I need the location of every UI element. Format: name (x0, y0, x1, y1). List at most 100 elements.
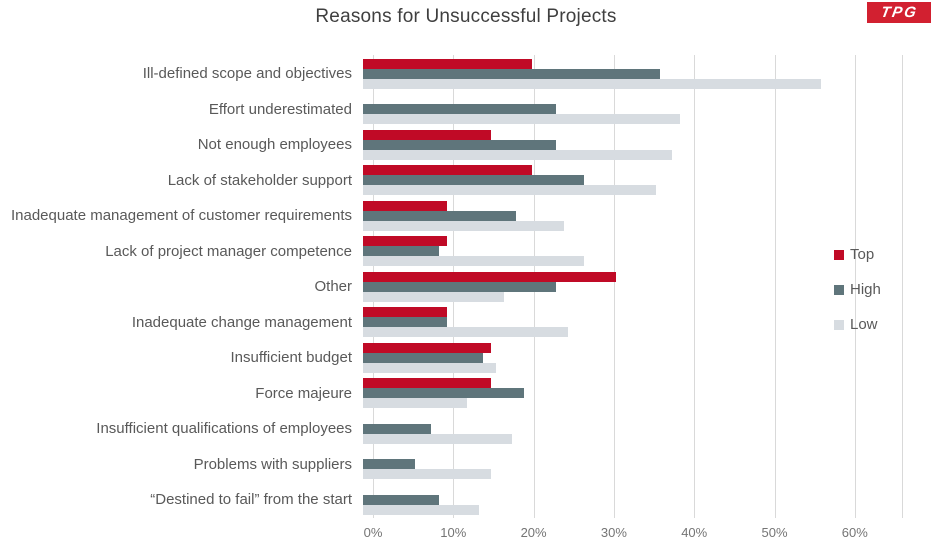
bar-low (363, 114, 681, 125)
category-label: Insufficient budget (230, 349, 352, 367)
x-axis: 0% 10% 20% 30% 40% 50% 60% (364, 525, 903, 543)
legend-entry: Low (834, 307, 881, 342)
bar-top (363, 165, 532, 176)
bar-top (363, 342, 492, 353)
bar-group (363, 485, 893, 515)
chart-row: “Destined to fail” from the start (0, 482, 903, 518)
bar-high (363, 139, 556, 150)
bar-low (363, 327, 568, 338)
category-label: Lack of project manager competence (105, 242, 352, 260)
bar-high (363, 317, 448, 328)
category-label: Inadequate change management (131, 313, 352, 331)
bar-high (363, 352, 484, 363)
bar-group (363, 414, 893, 444)
chart-row: Effort underestimated (0, 92, 903, 128)
bar-top (363, 307, 448, 318)
bar-low (363, 291, 504, 302)
legend-swatch (834, 249, 844, 260)
category-label: Force majeure (255, 384, 352, 402)
bar-top (363, 58, 532, 69)
bar-group (363, 342, 893, 373)
bar-low (363, 362, 496, 373)
bar-low (363, 78, 821, 89)
bar-top (363, 236, 448, 247)
bar-high (363, 281, 556, 292)
legend-label: Low (850, 316, 878, 333)
legend-entry: High (834, 272, 881, 307)
legend-label: High (850, 281, 881, 298)
legend-label: Top (850, 246, 875, 263)
bar-high (363, 459, 416, 470)
legend-entry: Top (834, 237, 881, 272)
chart-row: Insufficient qualifications of employees (0, 411, 903, 447)
chart-row: Other (0, 269, 903, 305)
gridline (613, 55, 615, 518)
bar-group (363, 236, 893, 267)
axis-tick-label: 60% (841, 525, 868, 540)
axis-tick-label: 30% (600, 525, 627, 540)
bar-low (363, 149, 673, 160)
plot-right-border (902, 55, 903, 518)
bar-high (363, 210, 516, 221)
chart-row: Insufficient budget (0, 340, 903, 376)
category-label: Other (314, 278, 352, 296)
category-label: Insufficient qualifications of employees (96, 420, 352, 438)
bar-group (363, 129, 893, 160)
bar-low (363, 398, 468, 409)
legend-swatch (834, 284, 844, 295)
bar-group (363, 449, 893, 480)
bar-low (363, 504, 480, 515)
chart-row: Lack of project manager competence (0, 234, 903, 270)
bar-group (363, 307, 893, 338)
bar-group (363, 165, 893, 196)
bar-group (363, 200, 893, 231)
bar-high (363, 388, 524, 399)
category-label: Ill-defined scope and objectives (142, 65, 352, 83)
bar-high (363, 246, 440, 257)
category-label: Problems with suppliers (193, 455, 352, 473)
chart-row: Ill-defined scope and objectives (0, 56, 903, 92)
axis-tick-label: 50% (761, 525, 788, 540)
bar-low (363, 185, 657, 196)
category-label: Inadequate management of customer requir… (10, 207, 352, 225)
bar-high (363, 423, 432, 434)
chart-row: Not enough employees (0, 127, 903, 163)
axis-tick-label: 20% (520, 525, 547, 540)
axis-tick-label: 10% (440, 525, 467, 540)
chart-row: Inadequate management of customer requir… (0, 198, 903, 234)
axis-tick-label: 0% (363, 525, 383, 540)
tpg-logo: TPG (867, 2, 931, 23)
axis-tick-label: 40% (681, 525, 708, 540)
legend: Top High Low (834, 237, 881, 342)
bar-low (363, 220, 564, 231)
bar-low (363, 469, 492, 480)
bar-top (363, 129, 492, 140)
bar-rows: Ill-defined scope and objectives Effort u… (0, 56, 903, 518)
gridline (854, 55, 856, 518)
tpg-logo-text: TPG (879, 4, 919, 21)
gridline (694, 55, 696, 518)
bar-group (363, 94, 893, 125)
bar-group (363, 378, 893, 409)
category-label: Lack of stakeholder support (167, 171, 352, 189)
chart-row: Force majeure (0, 376, 903, 412)
bar-high (363, 104, 556, 115)
gridline (774, 55, 776, 518)
bar-high (363, 494, 440, 505)
bar-low (363, 433, 512, 444)
category-label: Not enough employees (197, 136, 352, 154)
legend-swatch (834, 319, 844, 330)
chart-row: Problems with suppliers (0, 447, 903, 483)
chart-title: Reasons for Unsuccessful Projects (315, 6, 617, 27)
bar-low (363, 256, 584, 267)
bar-top (363, 200, 448, 211)
bar-top (363, 271, 616, 282)
category-label: “Destined to fail” from the start (150, 491, 352, 509)
bar-high (363, 68, 661, 79)
chart-row: Lack of stakeholder support (0, 163, 903, 199)
category-label: Effort underestimated (208, 100, 352, 118)
bar-group (363, 58, 893, 89)
bar-top (363, 378, 492, 389)
chart-row: Inadequate change management (0, 305, 903, 341)
